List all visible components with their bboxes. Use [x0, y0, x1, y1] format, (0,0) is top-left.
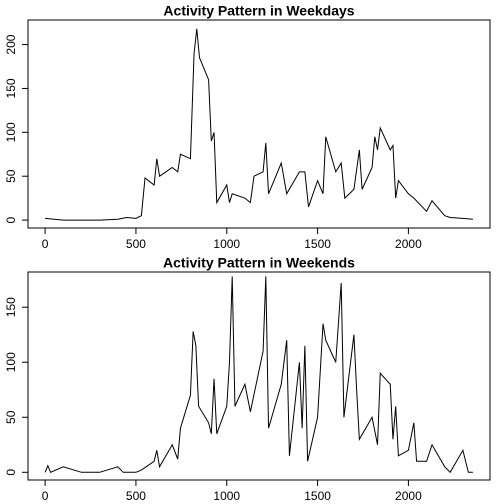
- x-tick-label: 0: [42, 237, 49, 251]
- x-tick-label: 500: [126, 237, 146, 251]
- y-tick-label: 100: [4, 352, 18, 372]
- x-tick-label: 1000: [213, 237, 240, 251]
- y-tick-label: 150: [4, 78, 18, 98]
- y-tick-label: 50: [4, 169, 18, 183]
- x-tick-label: 1500: [304, 237, 331, 251]
- x-tick-label: 0: [42, 489, 49, 503]
- chart-title: Activity Pattern in Weekdays: [163, 3, 354, 19]
- x-tick-label: 1000: [213, 489, 240, 503]
- y-tick-label: 150: [4, 297, 18, 317]
- y-tick-label: 100: [4, 122, 18, 142]
- x-tick-label: 2000: [395, 237, 422, 251]
- y-tick-label: 0: [4, 469, 18, 476]
- x-tick-label: 500: [126, 489, 146, 503]
- y-tick-label: 0: [4, 216, 18, 223]
- y-tick-label: 50: [4, 410, 18, 424]
- plot-box: [27, 19, 491, 229]
- x-tick-label: 2000: [395, 489, 422, 503]
- chart-title: Activity Pattern in Weekends: [163, 255, 355, 271]
- plot-box: [27, 271, 491, 481]
- y-tick-label: 200: [4, 34, 18, 54]
- data-line: [45, 28, 473, 221]
- data-line: [44, 276, 473, 474]
- x-tick-label: 1500: [304, 489, 331, 503]
